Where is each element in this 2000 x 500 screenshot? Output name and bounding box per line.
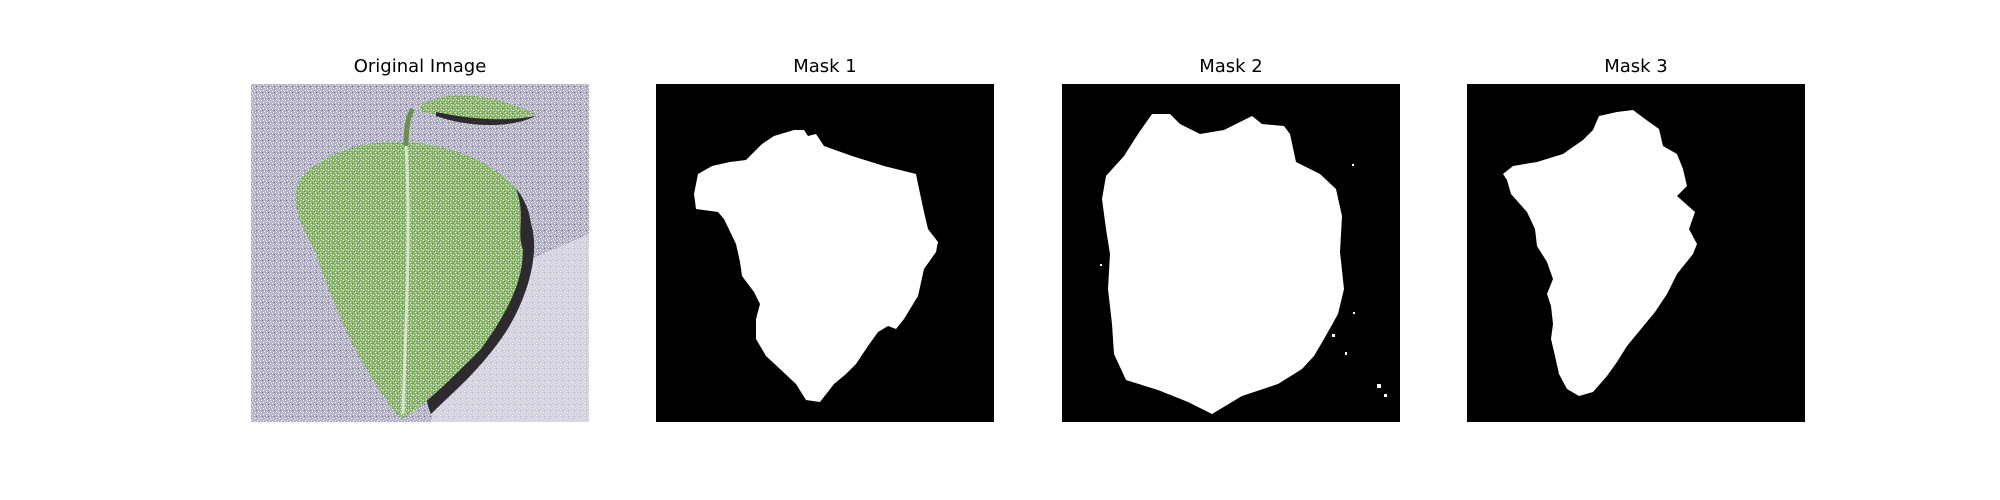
panel-mask-3: Mask 3 xyxy=(1467,56,1805,78)
mask-speck xyxy=(1345,352,1347,355)
mask-speck xyxy=(1332,334,1335,337)
mask-1-image xyxy=(656,84,994,422)
mask-speck xyxy=(1384,394,1387,397)
mask-speck xyxy=(1100,264,1102,266)
panel-mask-1: Mask 1 xyxy=(656,56,994,78)
panel-title: Mask 1 xyxy=(656,56,994,78)
mask-speck xyxy=(1353,312,1355,314)
panel-title: Mask 2 xyxy=(1062,56,1400,78)
mask-speck xyxy=(1377,384,1381,388)
panel-original-image: Original Image xyxy=(251,56,589,78)
panel-title: Mask 3 xyxy=(1467,56,1805,78)
mask-speck xyxy=(1352,164,1354,166)
original-leaf-photo xyxy=(251,84,589,422)
mask-2-image xyxy=(1062,84,1400,422)
panel-mask-2: Mask 2 xyxy=(1062,56,1400,78)
mask-3-image xyxy=(1467,84,1805,422)
panel-title: Original Image xyxy=(251,56,589,78)
